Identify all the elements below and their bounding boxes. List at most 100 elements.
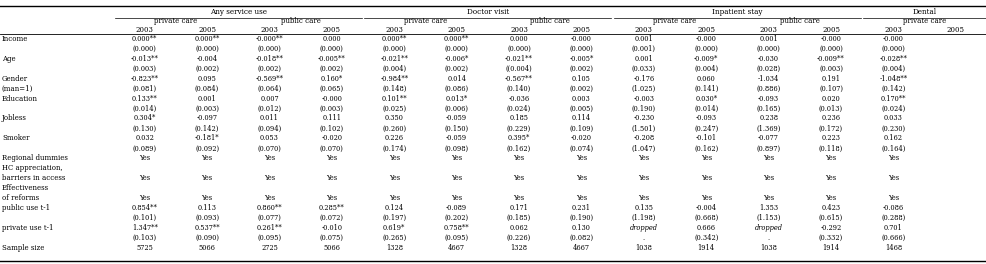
Text: Yes: Yes <box>575 154 587 162</box>
Text: 1038: 1038 <box>635 244 652 252</box>
Text: (0.102): (0.102) <box>319 124 343 133</box>
Text: (0.094): (0.094) <box>257 124 281 133</box>
Text: -0.823**: -0.823** <box>130 75 159 83</box>
Text: 1.347**: 1.347** <box>131 224 158 232</box>
Text: 0.001: 0.001 <box>634 35 653 43</box>
Text: 1328: 1328 <box>386 244 402 252</box>
Text: (0.093): (0.093) <box>195 214 219 222</box>
Text: (0.004): (0.004) <box>880 65 904 73</box>
Text: (0.130): (0.130) <box>132 124 157 133</box>
Text: Doctor visit: Doctor visit <box>466 8 509 16</box>
Text: (0.082): (0.082) <box>569 234 593 242</box>
Text: Yes: Yes <box>201 154 212 162</box>
Text: (0.081): (0.081) <box>132 84 157 93</box>
Text: (0.109): (0.109) <box>569 124 593 133</box>
Text: (0.003): (0.003) <box>319 105 343 112</box>
Text: Yes: Yes <box>451 174 461 182</box>
Text: 0.231: 0.231 <box>571 204 591 212</box>
Text: -0.009*: -0.009* <box>693 55 718 63</box>
Text: public care: public care <box>280 17 320 25</box>
Text: private care: private care <box>154 17 197 25</box>
Text: (0.000): (0.000) <box>257 45 281 53</box>
Text: (0.074): (0.074) <box>569 144 593 152</box>
Text: 0.105: 0.105 <box>572 75 591 83</box>
Text: -0.021**: -0.021** <box>380 55 408 63</box>
Text: Smoker: Smoker <box>2 134 30 142</box>
Text: 0.003: 0.003 <box>572 95 591 103</box>
Text: (0.000): (0.000) <box>507 45 530 53</box>
Text: (0.197): (0.197) <box>382 214 406 222</box>
Text: 2005: 2005 <box>572 26 590 34</box>
Text: Effectiveness: Effectiveness <box>2 184 49 192</box>
Text: Yes: Yes <box>638 174 649 182</box>
Text: (0.103): (0.103) <box>132 234 157 242</box>
Text: (0.230): (0.230) <box>880 124 904 133</box>
Text: Income: Income <box>2 35 29 43</box>
Text: (0.000): (0.000) <box>195 45 219 53</box>
Text: 1038: 1038 <box>759 244 776 252</box>
Text: (0.142): (0.142) <box>194 124 219 133</box>
Text: 0.162: 0.162 <box>883 134 902 142</box>
Text: 2003: 2003 <box>260 26 278 34</box>
Text: (0.013): (0.013) <box>818 105 842 112</box>
Text: of reforms: of reforms <box>2 194 39 202</box>
Text: Yes: Yes <box>139 174 150 182</box>
Text: (0.028): (0.028) <box>756 65 780 73</box>
Text: 0.020: 0.020 <box>820 95 839 103</box>
Text: (0.014): (0.014) <box>693 105 718 112</box>
Text: (0.185): (0.185) <box>507 214 530 222</box>
Text: 1468: 1468 <box>884 244 901 252</box>
Text: (0.064): (0.064) <box>257 84 281 93</box>
Text: (0.666): (0.666) <box>880 234 904 242</box>
Text: (0.897): (0.897) <box>756 144 780 152</box>
Text: (0.226): (0.226) <box>507 234 530 242</box>
Text: 0.000**: 0.000** <box>444 35 469 43</box>
Text: 0.226: 0.226 <box>385 134 403 142</box>
Text: Yes: Yes <box>824 154 836 162</box>
Text: -0.000**: -0.000** <box>255 35 283 43</box>
Text: -0.020: -0.020 <box>570 134 592 142</box>
Text: (0.265): (0.265) <box>382 234 406 242</box>
Text: -0.021**: -0.021** <box>505 55 532 63</box>
Text: Yes: Yes <box>139 194 150 202</box>
Text: Yes: Yes <box>513 154 525 162</box>
Text: (0.615): (0.615) <box>818 214 842 222</box>
Text: 0.000**: 0.000** <box>194 35 220 43</box>
Text: Yes: Yes <box>887 174 898 182</box>
Text: Yes: Yes <box>638 154 649 162</box>
Text: (0.260): (0.260) <box>382 124 406 133</box>
Text: (0.164): (0.164) <box>880 144 905 152</box>
Text: (0.033): (0.033) <box>631 65 656 73</box>
Text: Yes: Yes <box>762 174 773 182</box>
Text: Age: Age <box>2 55 16 63</box>
Text: (1.047): (1.047) <box>631 144 656 152</box>
Text: ((0.004): ((0.004) <box>505 65 531 73</box>
Text: -0.018**: -0.018** <box>255 55 283 63</box>
Text: (0.886): (0.886) <box>755 84 780 93</box>
Text: (0.101): (0.101) <box>132 214 157 222</box>
Text: Yes: Yes <box>388 194 399 202</box>
Text: 0.101**: 0.101** <box>381 95 406 103</box>
Text: private care: private care <box>403 17 447 25</box>
Text: 0.111: 0.111 <box>322 115 341 122</box>
Text: Yes: Yes <box>887 154 898 162</box>
Text: (0.002): (0.002) <box>319 65 343 73</box>
Text: Jobless: Jobless <box>2 115 27 122</box>
Text: (0.342): (0.342) <box>693 234 718 242</box>
Text: 0.130: 0.130 <box>572 224 591 232</box>
Text: 0.014: 0.014 <box>447 75 465 83</box>
Text: (1.198): (1.198) <box>631 214 656 222</box>
Text: -0.010: -0.010 <box>321 224 342 232</box>
Text: 0.135: 0.135 <box>634 204 653 212</box>
Text: Regional dummies: Regional dummies <box>2 154 68 162</box>
Text: dropped: dropped <box>754 224 782 232</box>
Text: (0.003): (0.003) <box>195 105 219 112</box>
Text: (0.172): (0.172) <box>818 124 842 133</box>
Text: 0.758**: 0.758** <box>444 224 469 232</box>
Text: -0.005**: -0.005** <box>317 55 345 63</box>
Text: (0.002): (0.002) <box>257 65 281 73</box>
Text: 0.001: 0.001 <box>197 95 216 103</box>
Text: Yes: Yes <box>326 154 337 162</box>
Text: (0.095): (0.095) <box>257 234 281 242</box>
Text: 0.304*: 0.304* <box>133 115 156 122</box>
